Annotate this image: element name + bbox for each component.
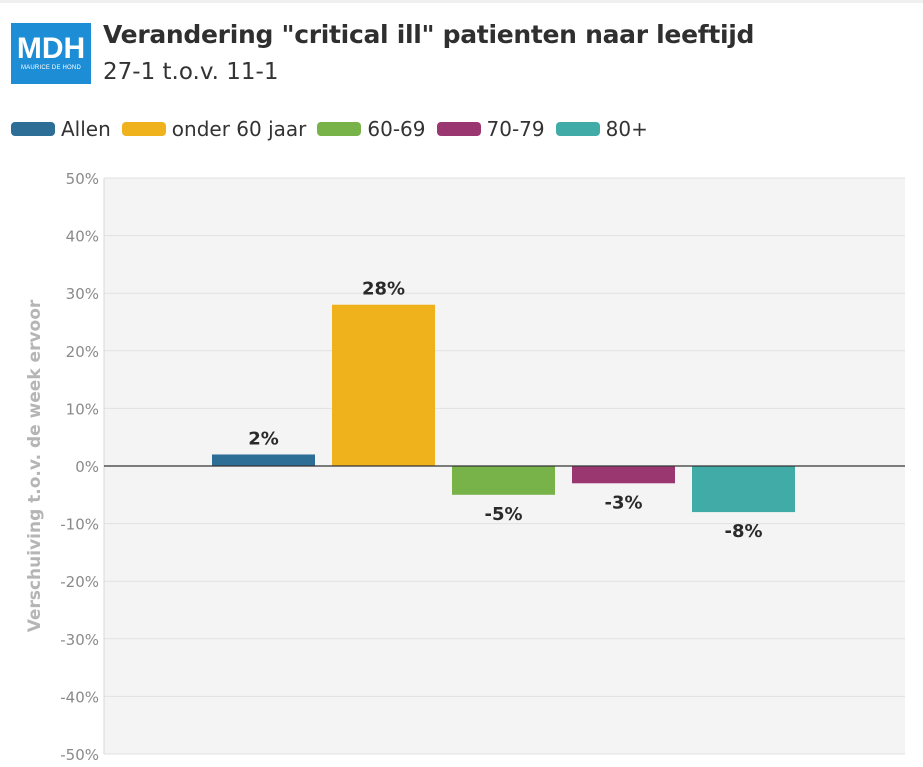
data-label: 2% bbox=[248, 428, 279, 449]
legend-label-onder-60: onder 60 jaar bbox=[171, 117, 307, 141]
data-label: -5% bbox=[484, 504, 522, 525]
bar bbox=[452, 466, 555, 495]
legend: Allen onder 60 jaar 60-69 70-79 80+ bbox=[11, 117, 659, 141]
y-tick-label: 10% bbox=[66, 400, 99, 418]
y-tick-label: -30% bbox=[60, 631, 99, 649]
y-axis-label: Verschuiving t.o.v. de week ervoor bbox=[25, 299, 45, 633]
legend-swatch-80-plus bbox=[555, 122, 600, 136]
data-label: 28% bbox=[362, 279, 405, 300]
legend-label-80-plus: 80+ bbox=[605, 117, 648, 141]
legend-label-60-69: 60-69 bbox=[367, 117, 426, 141]
legend-swatch-onder-60 bbox=[121, 122, 166, 136]
bar bbox=[212, 454, 315, 466]
y-tick-label: 0% bbox=[75, 458, 99, 476]
y-tick-label: 50% bbox=[66, 170, 99, 188]
chart-title: Verandering "critical ill" patienten naa… bbox=[103, 20, 755, 49]
legend-item-onder-60[interactable]: onder 60 jaar bbox=[121, 117, 307, 141]
y-tick-label: -50% bbox=[60, 746, 99, 764]
bar bbox=[692, 466, 795, 513]
legend-item-70-79[interactable]: 70-79 bbox=[436, 117, 545, 141]
data-label: -3% bbox=[604, 492, 642, 513]
legend-label-allen: Allen bbox=[61, 117, 111, 141]
mdh-logo: MDH MAURICE DE HOND bbox=[11, 23, 91, 84]
legend-swatch-60-69 bbox=[317, 122, 362, 136]
legend-label-70-79: 70-79 bbox=[486, 117, 545, 141]
y-tick-label: -40% bbox=[60, 688, 99, 706]
chart-subtitle: 27-1 t.o.v. 11-1 bbox=[103, 59, 279, 85]
bar bbox=[332, 304, 435, 466]
logo-subtext: MAURICE DE HOND bbox=[20, 65, 81, 71]
legend-item-60-69[interactable]: 60-69 bbox=[317, 117, 426, 141]
data-label: -8% bbox=[724, 521, 762, 542]
bar bbox=[572, 466, 675, 484]
legend-swatch-70-79 bbox=[436, 122, 481, 136]
legend-item-allen[interactable]: Allen bbox=[11, 117, 111, 141]
legend-item-80-plus[interactable]: 80+ bbox=[555, 117, 648, 141]
y-tick-label: 40% bbox=[66, 228, 99, 246]
y-tick-label: 30% bbox=[66, 285, 99, 303]
top-divider bbox=[0, 0, 923, 3]
legend-swatch-allen bbox=[11, 122, 55, 136]
logo-text: MDH bbox=[16, 32, 86, 65]
y-tick-label: 20% bbox=[66, 343, 99, 361]
y-tick-label: -20% bbox=[60, 573, 99, 591]
y-tick-label: -10% bbox=[60, 516, 99, 534]
